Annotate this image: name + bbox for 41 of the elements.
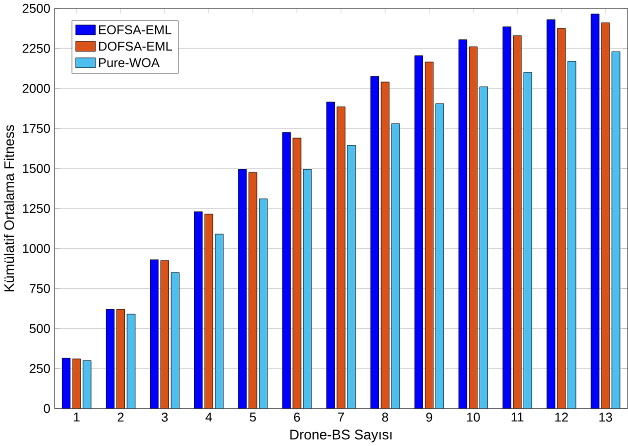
y-tick-label: 2000 [22, 84, 50, 93]
x-axis-title: Drone-BS Sayısı [290, 430, 392, 442]
x-tick-label: 3 [162, 412, 168, 422]
y-tick-label: 1500 [23, 164, 50, 173]
y-tick-label: 250 [30, 364, 50, 373]
x-tick-label: 10 [467, 412, 480, 422]
y-tick-label: 750 [30, 284, 50, 293]
bar [194, 211, 203, 408]
bar [62, 358, 70, 408]
y-tick-label: 2500 [22, 4, 50, 13]
bar [282, 132, 291, 408]
bar [590, 14, 600, 408]
y-tick-label: 0 [44, 404, 50, 414]
x-tick-label: 2 [118, 412, 124, 422]
x-tick-label: 7 [338, 412, 344, 422]
x-tick-label: 9 [426, 412, 432, 422]
bar [370, 76, 379, 408]
x-tick-label: 6 [294, 412, 300, 422]
bar [238, 168, 247, 408]
bar [150, 259, 159, 408]
x-tick-label: 4 [206, 412, 212, 422]
bar [326, 102, 335, 408]
legend-label: DOFSA-EML [99, 42, 172, 51]
x-tick-label: 13 [599, 412, 612, 422]
x-tick-label: 5 [250, 412, 256, 422]
y-tick-label: 2250 [22, 44, 50, 53]
y-tick-label: 500 [30, 324, 50, 333]
y-axis-title: Kümülatif Ortalama Fitness [4, 125, 14, 292]
y-tick-label: 1000 [23, 244, 50, 253]
x-tick-label: 8 [382, 412, 388, 422]
y-tick-label: 1750 [23, 124, 50, 133]
legend-label: Pure-WOA [99, 58, 160, 68]
y-tick-label: 1250 [23, 204, 50, 213]
bar [106, 309, 115, 408]
legend-label: EOFSA-EML [99, 25, 172, 34]
bar [458, 39, 468, 408]
x-tick-label: 11 [512, 412, 524, 422]
bar [414, 55, 424, 408]
x-tick-label: 1 [74, 412, 80, 422]
bar [502, 26, 512, 408]
x-tick-label: 12 [555, 412, 568, 422]
